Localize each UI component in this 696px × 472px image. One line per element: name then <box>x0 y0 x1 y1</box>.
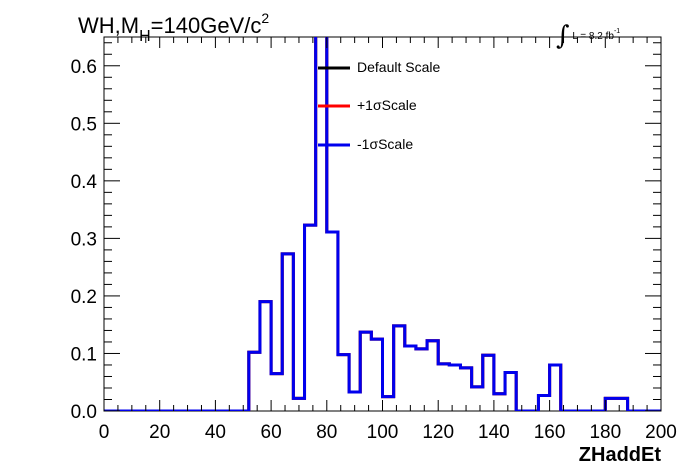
legend <box>318 66 350 147</box>
x-tick-label: 100 <box>367 422 399 443</box>
x-axis-title: ZHaddEt <box>579 444 662 466</box>
legend-label-plus1sigma: +1σScale <box>357 97 417 113</box>
y-tick-label: 0.2 <box>71 287 97 308</box>
x-tick-label: 20 <box>149 422 170 443</box>
x-tick-label: 60 <box>261 422 282 443</box>
x-tick-label: 180 <box>589 422 621 443</box>
legend-label-minus1sigma: -1σScale <box>357 136 414 152</box>
y-tick-label: 0.3 <box>71 229 97 250</box>
x-tick-label: 80 <box>316 422 337 443</box>
chart-title-mid: =140GeV/c <box>150 13 262 38</box>
x-tick-label: 40 <box>205 422 226 443</box>
axis-layer: 0 20 40 60 80 100 120 140 160 180 200 0.0 0.1 0.2 0.3 0… <box>71 37 677 466</box>
y-tick-label: 0.1 <box>71 344 97 365</box>
luminosity-superscript: -1 <box>613 28 621 35</box>
chart-title-superscript: 2 <box>261 10 270 26</box>
y-tick-label: 0.4 <box>71 172 98 193</box>
y-tick-label: 0.0 <box>71 402 97 423</box>
x-tick-label: 160 <box>534 422 566 443</box>
x-tick-label: 200 <box>645 422 677 443</box>
x-tick-label: 120 <box>422 422 454 443</box>
legend-label-default: Default Scale <box>357 59 441 75</box>
integral-sign-icon: ∫ <box>556 21 570 51</box>
x-tick-label: 0 <box>99 422 110 443</box>
series-layer <box>104 37 661 411</box>
chart-title: WH,MH=140GeV/c2 <box>78 10 269 46</box>
x-tick-label: 140 <box>478 422 510 443</box>
y-tick-label: 0.5 <box>71 114 97 135</box>
series-line-2 <box>104 37 661 411</box>
luminosity-label: ∫ L = 8.2 fb-1 <box>556 16 621 51</box>
luminosity-text: L = 8.2 fb <box>572 31 614 42</box>
chart-title-subscript: H <box>139 28 151 45</box>
chart-title-prefix: WH,M <box>78 13 140 38</box>
y-tick-label: 0.6 <box>71 57 97 78</box>
